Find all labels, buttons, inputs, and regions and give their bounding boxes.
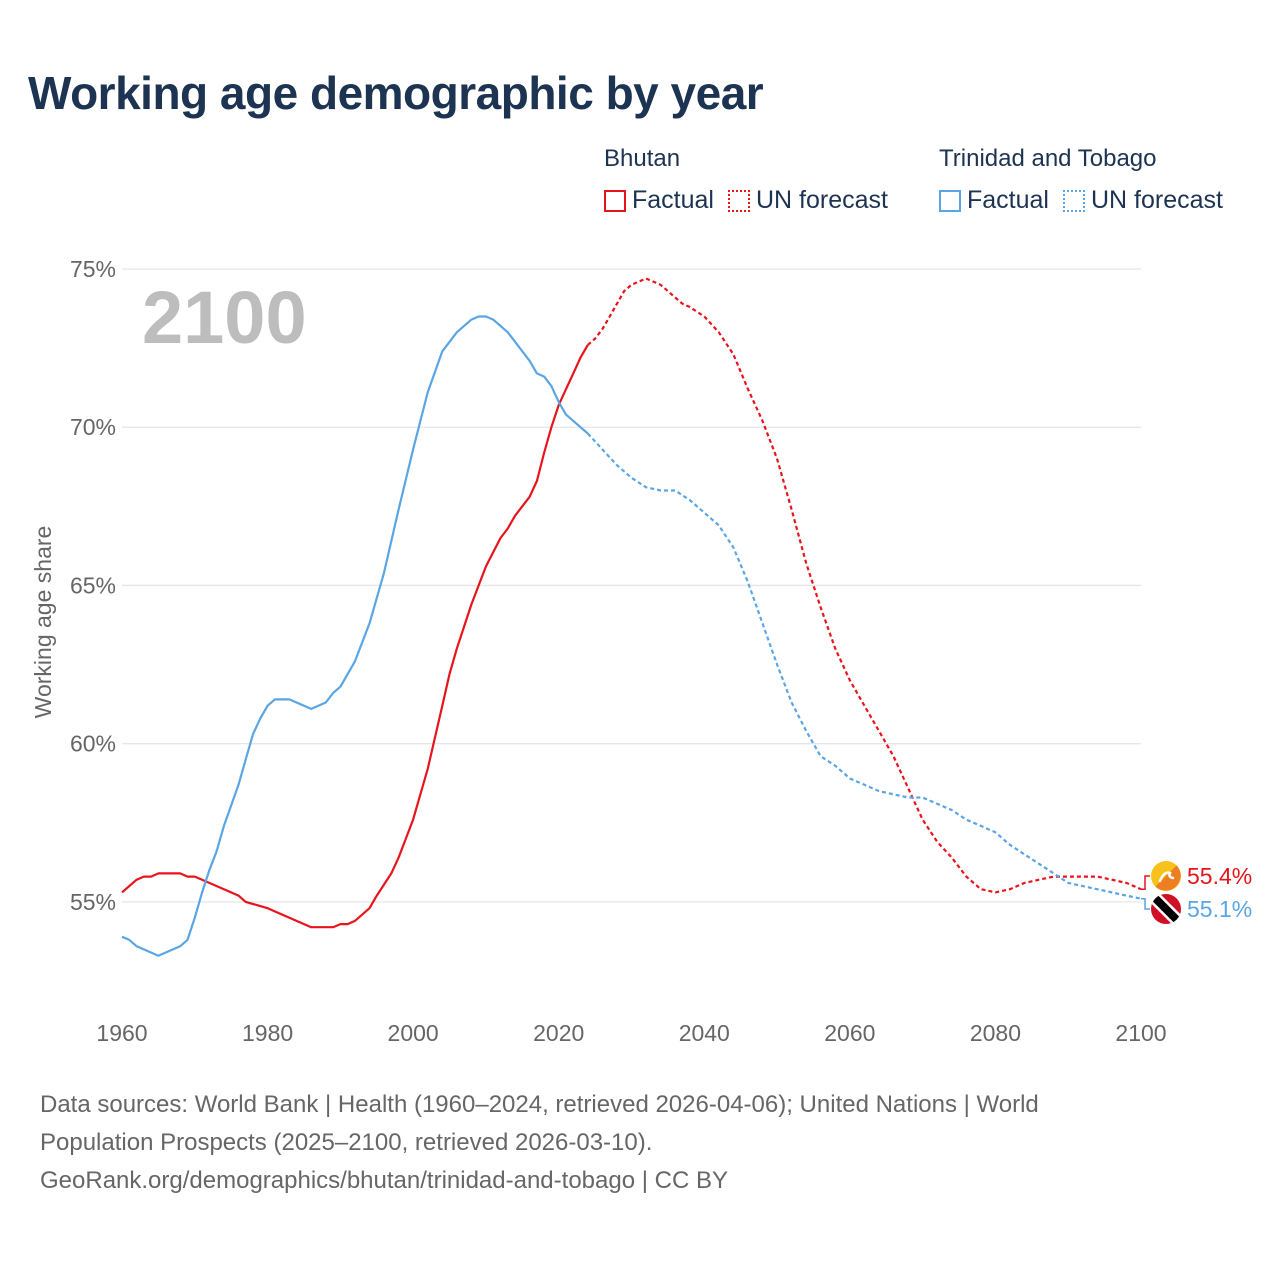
legend-label: UN forecast [1090,186,1223,214]
legend-swatch-dotted-icon [1062,189,1085,212]
x-axis-ticks: 1960 1980 2000 2020 2040 2060 2080 2100 [96,1020,1166,1046]
legend-item-bhutan-factual[interactable]: Factual [604,186,714,215]
sources-line-3[interactable]: GeoRank.org/demographics/bhutan/trinidad… [40,1167,728,1194]
sources-line-2: Population Prospects (2025–2100, retriev… [40,1129,653,1156]
bhutan-flag-dragon [1158,871,1175,883]
end-connector-bhutan [1141,875,1150,890]
legend-group-bhutan: Bhutan Factual UN forecast [604,144,902,215]
end-labels: 55.4% 55.1% [1141,861,1252,924]
y-axis-label: Working age share [30,526,56,719]
bhutan-flag-icon [1151,861,1181,891]
legend-label: UN forecast [755,186,888,214]
x-tick-label: 1960 [96,1020,147,1046]
y-axis-ticks: 55% 60% 65% 70% 75% [70,256,116,915]
legend-group-title: Trinidad and Tobago [939,145,1157,172]
legend-item-bhutan-forecast[interactable]: UN forecast [727,186,888,215]
end-connector-trinidad-and-tobago [1141,897,1150,910]
legend-item-tt-forecast[interactable]: UN forecast [1062,186,1223,215]
legend-group-title: Bhutan [604,145,681,172]
x-tick-label: 1980 [242,1020,293,1046]
trinidad-and-tobago-flag-icon [1151,894,1181,924]
x-tick-label: 2060 [824,1020,875,1046]
x-tick-label: 2080 [970,1020,1021,1046]
y-tick-label: 70% [70,414,116,440]
x-tick-label: 2020 [533,1020,584,1046]
bhutan-flag-lower [1155,865,1181,891]
x-tick-label: 2100 [1115,1020,1166,1046]
legend-swatch-solid-icon [604,189,626,212]
y-tick-label: 65% [70,572,116,598]
legend-swatch-solid-icon [939,189,961,212]
x-tick-label: 2000 [388,1020,439,1046]
sources-line-1: Data sources: World Bank | Health (1960–… [40,1091,1039,1118]
series-line-trinidad-and-tobago-forecast [586,432,1142,900]
legend-item-tt-factual[interactable]: Factual [939,186,1049,215]
y-tick-label: 60% [70,731,116,757]
series-line-bhutan-factual [121,344,589,929]
chart-title: Working age demographic by year [28,67,764,119]
y-tick-label: 55% [70,889,116,915]
data-sources: Data sources: World Bank | Health (1960–… [40,1086,1200,1200]
x-tick-label: 2040 [679,1020,730,1046]
legend-swatch-dotted-icon [727,189,750,212]
year-watermark: 2100 [142,276,307,359]
series-line-trinidad-and-tobago-factual [121,315,589,957]
series-line-bhutan-forecast [587,277,1142,894]
series-lines [121,277,1142,957]
legend-group-trinidad-and-tobago: Trinidad and Tobago Factual UN forecast [939,144,1237,215]
y-tick-label: 75% [70,256,116,282]
end-value-label-trinidad-and-tobago: 55.1% [1187,896,1252,922]
line-chart: 55% 60% 65% 70% 75% 1960 1980 2000 2020 2040 2060… [30,256,1252,1046]
end-value-label-bhutan: 55.4% [1187,863,1252,889]
legend-label: Factual [632,186,714,214]
grid-lines [122,268,1141,903]
legend-label: Factual [967,186,1049,214]
